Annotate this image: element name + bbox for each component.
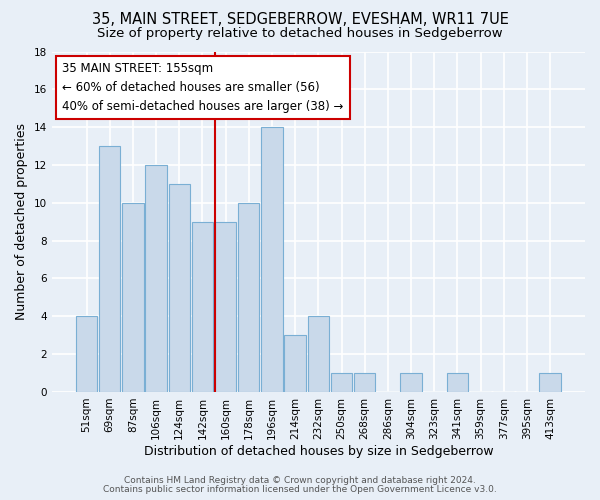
Bar [331,373,352,392]
Bar [215,222,236,392]
Bar [76,316,97,392]
Y-axis label: Number of detached properties: Number of detached properties [15,123,28,320]
Bar [99,146,121,392]
Bar [169,184,190,392]
Bar [539,373,561,392]
Text: Size of property relative to detached houses in Sedgeberrow: Size of property relative to detached ho… [97,28,503,40]
Bar [400,373,422,392]
Bar [308,316,329,392]
Bar [122,203,143,392]
Bar [284,335,306,392]
Bar [354,373,376,392]
Bar [145,165,167,392]
Bar [192,222,213,392]
Bar [262,127,283,392]
Text: 35 MAIN STREET: 155sqm
← 60% of detached houses are smaller (56)
40% of semi-det: 35 MAIN STREET: 155sqm ← 60% of detached… [62,62,344,112]
X-axis label: Distribution of detached houses by size in Sedgeberrow: Distribution of detached houses by size … [143,444,493,458]
Text: 35, MAIN STREET, SEDGEBERROW, EVESHAM, WR11 7UE: 35, MAIN STREET, SEDGEBERROW, EVESHAM, W… [92,12,508,28]
Bar [447,373,468,392]
Text: Contains HM Land Registry data © Crown copyright and database right 2024.: Contains HM Land Registry data © Crown c… [124,476,476,485]
Text: Contains public sector information licensed under the Open Government Licence v3: Contains public sector information licen… [103,485,497,494]
Bar [238,203,259,392]
